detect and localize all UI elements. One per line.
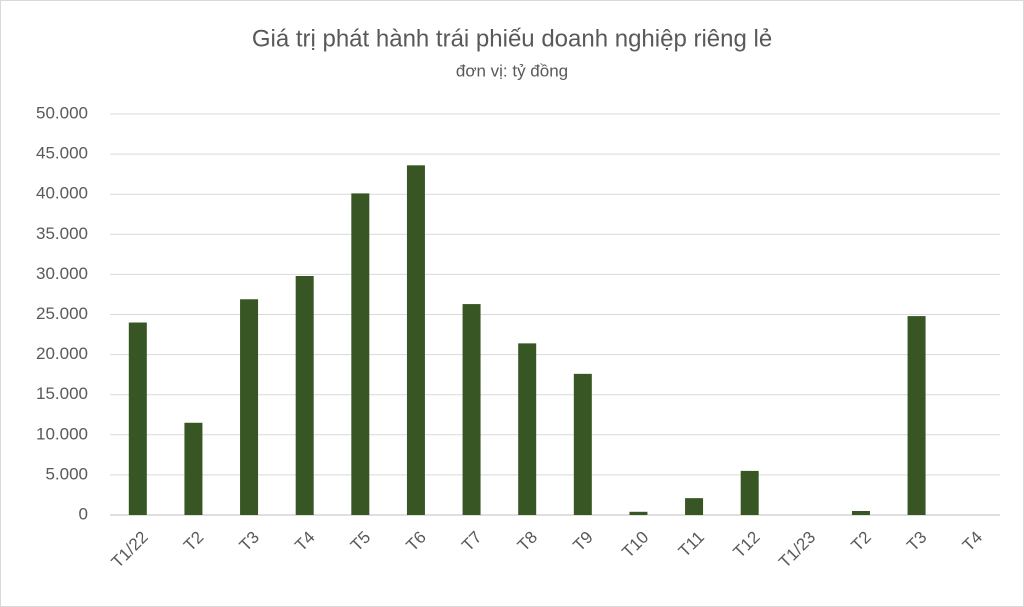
y-tick-label: 50.000 <box>36 103 88 122</box>
y-tick-label: 15.000 <box>36 384 88 403</box>
bar <box>184 422 203 515</box>
bar <box>740 470 759 515</box>
y-tick-label: 5.000 <box>45 464 88 483</box>
y-tick-label: 0 <box>79 504 88 523</box>
bar <box>295 276 314 515</box>
y-tick-label: 10.000 <box>36 424 88 443</box>
bar <box>518 343 537 515</box>
y-tick-label: 20.000 <box>36 344 88 363</box>
chart-subtitle: đơn vị: tỷ đồng <box>456 61 568 80</box>
bar <box>462 304 481 515</box>
y-tick-label: 45.000 <box>36 144 88 163</box>
y-tick-label: 25.000 <box>36 304 88 323</box>
bar <box>685 498 704 515</box>
y-tick-label: 35.000 <box>36 224 88 243</box>
bar <box>851 510 870 515</box>
bar <box>573 373 592 515</box>
y-tick-label: 30.000 <box>36 264 88 283</box>
bar <box>907 316 926 515</box>
chart-title: Giá trị phát hành trái phiếu doanh nghiệ… <box>252 25 772 52</box>
bar <box>629 511 648 515</box>
bar <box>406 165 425 515</box>
y-tick-label: 40.000 <box>36 184 88 203</box>
bar <box>240 299 259 515</box>
bar <box>351 193 370 515</box>
bar <box>128 322 147 515</box>
